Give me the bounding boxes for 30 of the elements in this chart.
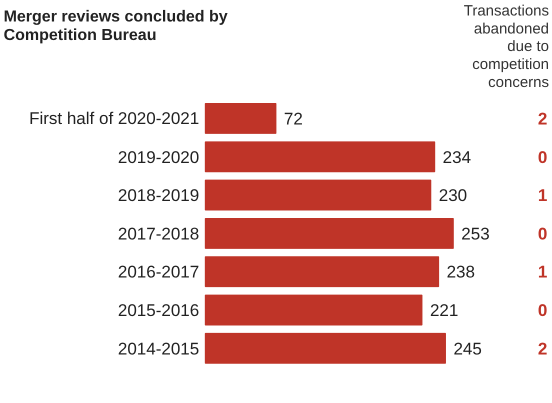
y-tick-label: First half of 2020-2021 — [29, 108, 200, 128]
chart-title: Merger reviews concluded by Competition Bureau — [4, 8, 228, 44]
text: 0 — [538, 301, 548, 320]
y-tick-label: 2017-2018 — [118, 224, 200, 244]
text: 2 — [538, 109, 548, 128]
data-label: 221 — [430, 301, 458, 320]
data-label: 245 — [453, 339, 482, 358]
text: 1 — [538, 186, 548, 206]
bar — [204, 332, 446, 364]
y-tick-label: 2018-2019 — [118, 186, 200, 206]
bar — [204, 294, 422, 326]
text: 0 — [538, 224, 548, 244]
data-label: 253 — [461, 224, 490, 244]
bar — [204, 141, 436, 172]
y-tick-label: 2019-2020 — [118, 148, 200, 167]
bar — [204, 218, 454, 249]
bar — [204, 256, 440, 288]
text: Transactions abandoned due to competition concerns — [464, 2, 550, 91]
text: 1 — [538, 262, 548, 282]
data-label: 230 — [438, 186, 468, 206]
text: 2 — [538, 339, 548, 358]
text: 0 — [538, 148, 548, 167]
data-label: 234 — [442, 148, 472, 167]
y-tick-label: 2015-2016 — [118, 301, 200, 320]
data-label: 72 — [284, 109, 303, 128]
y-tick-label: 2016-2017 — [118, 262, 200, 282]
bar — [204, 180, 432, 211]
y-tick-label: 2014-2015 — [118, 339, 200, 358]
data-label: 238 — [446, 262, 475, 282]
bar — [204, 103, 276, 134]
